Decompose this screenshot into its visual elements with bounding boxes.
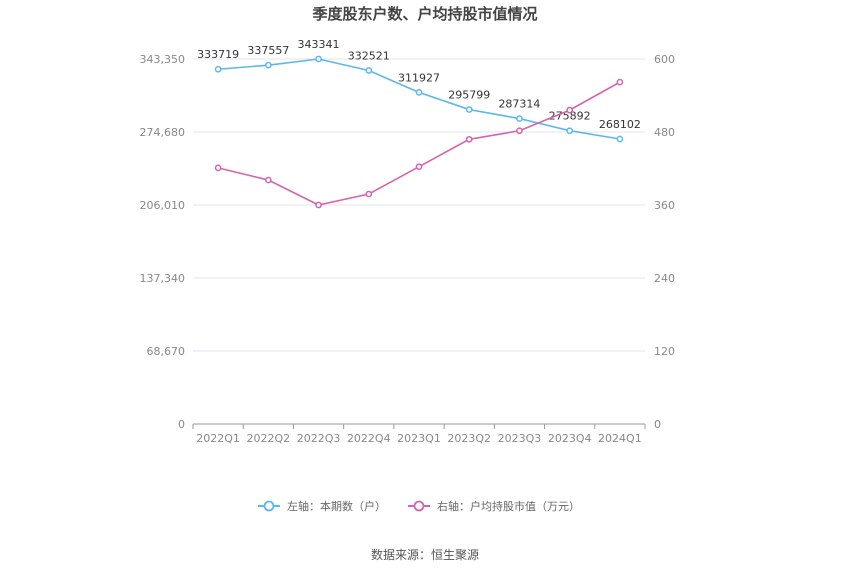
legend-swatch-marker — [263, 500, 275, 512]
left-tick-label: 68,670 — [147, 345, 186, 358]
data-point — [516, 115, 523, 122]
x-axis: 2022Q1 2022Q2 2022Q3 2022Q4 2023Q1 2023Q2 2023… — [192, 423, 646, 445]
series-layer: 333719 337557 343341 332521 311927 295799 2873… — [197, 38, 641, 209]
legend-item-1[interactable]: 左轴：本期数（户） — [258, 499, 386, 513]
x-tick-label: 2024Q1 — [598, 432, 642, 445]
x-tick-label: 2022Q2 — [247, 432, 291, 445]
right-tick-label: 480 — [654, 126, 675, 139]
data-point — [566, 106, 574, 114]
right-tick-label: 120 — [654, 345, 675, 358]
data-point — [616, 78, 624, 86]
left-tick-label: 206,010 — [140, 199, 186, 212]
data-label: 311927 — [398, 71, 440, 84]
data-point — [214, 164, 222, 172]
data-point — [365, 190, 373, 198]
legend-swatch-marker — [413, 500, 425, 512]
data-point — [415, 163, 423, 171]
data-point — [264, 176, 272, 184]
data-label: 287314 — [498, 98, 540, 111]
legend[interactable]: 左轴：本期数（户） 右轴：户均持股市值（万元） — [258, 499, 580, 513]
chart-title: 季度股东户数、户均持股市值情况 — [312, 5, 537, 23]
data-point — [315, 55, 322, 63]
x-tick-label: 2023Q4 — [548, 432, 592, 445]
data-label: 337557 — [247, 44, 289, 57]
right-tick-label: 600 — [654, 53, 675, 66]
right-tick-label: 0 — [654, 418, 661, 431]
legend-label: 左轴：本期数（户） — [287, 499, 386, 513]
left-tick-label: 0 — [178, 418, 185, 431]
data-label: 295799 — [448, 89, 490, 102]
data-point — [616, 135, 624, 143]
grid — [193, 58, 645, 352]
left-axis-ticks: 0 68,670 137,340 206,010 274,680 343,350 — [140, 53, 186, 431]
data-point — [465, 106, 473, 113]
source-note: 数据来源：恒生聚源 — [371, 547, 479, 562]
legend-label: 右轴：户均持股市值（万元） — [437, 499, 580, 513]
right-tick-label: 240 — [654, 272, 675, 285]
data-point — [465, 135, 473, 143]
data-label: 275892 — [549, 110, 591, 123]
legend-item-2[interactable]: 右轴：户均持股市值（万元） — [408, 499, 580, 513]
data-label: 268102 — [599, 118, 641, 131]
x-tick-label: 2023Q2 — [447, 432, 491, 445]
right-axis-ticks: 0 120 240 360 480 600 — [654, 53, 675, 431]
series-line-2 — [217, 81, 621, 206]
data-point — [365, 67, 373, 74]
data-point — [566, 127, 574, 135]
left-tick-label: 137,340 — [140, 272, 186, 285]
left-tick-label: 274,680 — [140, 126, 186, 139]
x-tick-label: 2022Q1 — [196, 432, 240, 445]
x-tick-label: 2022Q4 — [347, 432, 391, 445]
data-label: 343341 — [298, 38, 340, 51]
left-tick-label: 343,350 — [140, 53, 186, 66]
data-label: 332521 — [348, 50, 390, 63]
x-tick-label: 2023Q1 — [397, 432, 441, 445]
x-tick-label: 2022Q3 — [297, 432, 341, 445]
right-tick-label: 360 — [654, 199, 675, 212]
data-point — [214, 65, 222, 73]
data-point — [415, 89, 423, 96]
data-label: 333719 — [197, 48, 239, 61]
x-tick-label: 2023Q3 — [498, 432, 542, 445]
data-point — [315, 201, 322, 209]
data-point — [264, 61, 272, 69]
data-point — [516, 127, 523, 135]
